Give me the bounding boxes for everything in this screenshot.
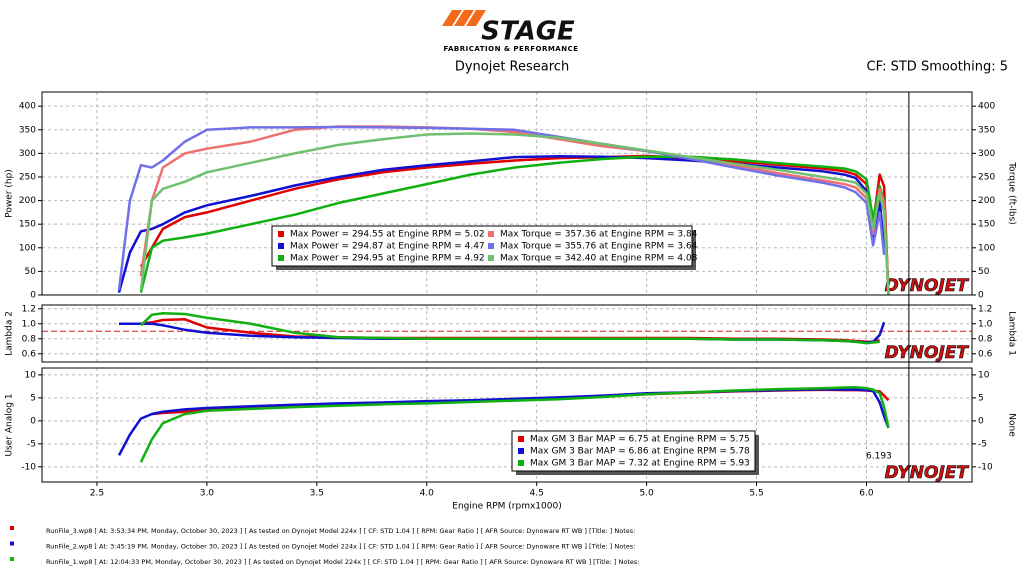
series-line bbox=[139, 385, 890, 463]
legend-label: Max Torque = 355.76 at Engine RPM = 3.64 bbox=[500, 242, 698, 252]
legend-label: Max GM 3 Bar MAP = 6.86 at Engine RPM = … bbox=[530, 447, 750, 457]
y2-axis-label: None bbox=[1007, 413, 1017, 437]
y-tick-label: -10 bbox=[21, 462, 36, 472]
settings: CF: STD Smoothing: 5 bbox=[867, 60, 1008, 75]
series-line bbox=[139, 125, 890, 295]
y-tick-label: 0 bbox=[30, 291, 36, 301]
series-line bbox=[117, 154, 886, 293]
watermark: DYNOJET bbox=[885, 343, 970, 363]
run-swatch bbox=[10, 557, 14, 561]
series-line bbox=[139, 132, 890, 295]
y2-tick-label: 100 bbox=[978, 243, 995, 253]
legend-label: Max Power = 294.87 at Engine RPM = 4.47 bbox=[290, 242, 485, 252]
y2-tick-label: -10 bbox=[978, 462, 993, 472]
legend-swatch bbox=[518, 460, 524, 466]
y-tick-label: 5 bbox=[30, 393, 36, 403]
x-axis-label: Engine RPM (rpmx1000) bbox=[452, 502, 561, 512]
y2-axis-label: Lambda 1 bbox=[1007, 311, 1017, 356]
series-line bbox=[117, 388, 890, 456]
x-tick-label: 2.5 bbox=[90, 489, 104, 499]
legend-swatch bbox=[488, 255, 494, 261]
y2-tick-label: 150 bbox=[978, 220, 995, 230]
y-tick-label: 250 bbox=[19, 172, 36, 182]
run-info: RunFile_2.wp8 [ At: 3:45:19 PM, Monday, … bbox=[46, 543, 635, 551]
y2-tick-label: 0 bbox=[978, 416, 984, 426]
legend-label: Max Torque = 342.40 at Engine RPM = 4.08 bbox=[500, 254, 698, 264]
legend-swatch bbox=[278, 231, 284, 237]
legend-label: Max Power = 294.55 at Engine RPM = 5.02 bbox=[290, 230, 485, 240]
y-axis-label: Lambda 2 bbox=[5, 311, 15, 356]
y-axis-label: Power (hp) bbox=[5, 169, 15, 218]
legend-box bbox=[271, 225, 693, 267]
x-tick-label: 5.0 bbox=[639, 489, 654, 499]
series-line bbox=[139, 155, 890, 295]
y-tick-label: 10 bbox=[25, 370, 37, 380]
y2-tick-label: 400 bbox=[978, 102, 995, 112]
watermark: DYNOJET bbox=[885, 276, 970, 296]
series-line bbox=[151, 388, 890, 416]
y-tick-label: -5 bbox=[27, 439, 36, 449]
legend-label: Max GM 3 Bar MAP = 7.32 at Engine RPM = … bbox=[530, 459, 750, 469]
y2-tick-label: 250 bbox=[978, 172, 995, 182]
y2-tick-label: -5 bbox=[978, 439, 987, 449]
legend-swatch bbox=[278, 243, 284, 249]
run-info: RunFile_3.wp8 [ At: 3:53:34 PM, Monday, … bbox=[46, 527, 635, 535]
y-tick-label: 100 bbox=[19, 243, 36, 253]
run-info: RunFile_1.wp8 [ At: 12:04:33 PM, Monday,… bbox=[46, 558, 639, 566]
y-tick-label: 400 bbox=[19, 102, 36, 112]
y-tick-label: 1.0 bbox=[22, 319, 37, 329]
y2-tick-label: 0 bbox=[978, 291, 984, 301]
x-tick-label: 4.5 bbox=[530, 489, 544, 499]
y-tick-label: 0.8 bbox=[22, 334, 37, 344]
report-title: Dynojet Research bbox=[455, 60, 569, 75]
legend-box bbox=[511, 430, 756, 472]
x-tick-label: 3.5 bbox=[310, 489, 324, 499]
logo: STAGE FABRICATION & PERFORMANCE bbox=[442, 10, 579, 53]
y-tick-label: 1.2 bbox=[22, 304, 36, 314]
legend-swatch bbox=[488, 243, 494, 249]
y-tick-label: 0 bbox=[30, 416, 36, 426]
logo-text: STAGE bbox=[481, 17, 575, 47]
legend-swatch bbox=[518, 448, 524, 454]
plot-frame bbox=[41, 91, 973, 296]
y2-tick-label: 0.6 bbox=[978, 349, 993, 359]
y2-tick-label: 350 bbox=[978, 125, 995, 135]
legend-label: Max GM 3 Bar MAP = 6.75 at Engine RPM = … bbox=[530, 435, 750, 445]
x-tick-label: 5.5 bbox=[749, 489, 763, 499]
legend-swatch bbox=[518, 436, 524, 442]
cursor-label: 6.193 bbox=[866, 452, 892, 462]
run-swatch bbox=[10, 526, 14, 530]
y2-axis-label: Torque (ft-lbs) bbox=[1007, 161, 1017, 225]
y2-tick-label: 5 bbox=[978, 393, 984, 403]
legend-swatch bbox=[278, 255, 284, 261]
watermark: DYNOJET bbox=[885, 463, 970, 483]
plot-frame bbox=[41, 367, 973, 483]
y2-tick-label: 50 bbox=[978, 267, 990, 277]
run-swatch bbox=[10, 541, 14, 546]
y-tick-label: 300 bbox=[19, 149, 36, 159]
y2-tick-label: 1.0 bbox=[978, 319, 993, 329]
y-tick-label: 150 bbox=[19, 220, 36, 230]
y2-tick-label: 200 bbox=[978, 196, 995, 206]
x-tick-label: 6.0 bbox=[859, 489, 874, 499]
y2-tick-label: 300 bbox=[978, 149, 995, 159]
legend-label: Max Power = 294.95 at Engine RPM = 4.92 bbox=[290, 254, 485, 264]
y-axis-label: User Analog 1 bbox=[5, 393, 15, 456]
x-tick-label: 3.0 bbox=[200, 489, 215, 499]
y2-tick-label: 0.8 bbox=[978, 334, 993, 344]
plot-frame bbox=[41, 304, 973, 363]
legend-label: Max Torque = 357.36 at Engine RPM = 3.84 bbox=[500, 230, 698, 240]
y-tick-label: 350 bbox=[19, 125, 36, 135]
x-tick-label: 4.0 bbox=[420, 489, 435, 499]
y-tick-label: 0.6 bbox=[22, 349, 37, 359]
series-line bbox=[117, 125, 886, 291]
y-tick-label: 50 bbox=[25, 267, 37, 277]
logo-subtitle: FABRICATION & PERFORMANCE bbox=[444, 45, 579, 53]
y2-tick-label: 1.2 bbox=[978, 304, 992, 314]
y2-tick-label: 10 bbox=[978, 370, 990, 380]
y-tick-label: 200 bbox=[19, 196, 36, 206]
legend-swatch bbox=[488, 231, 494, 237]
series-line bbox=[140, 312, 880, 345]
